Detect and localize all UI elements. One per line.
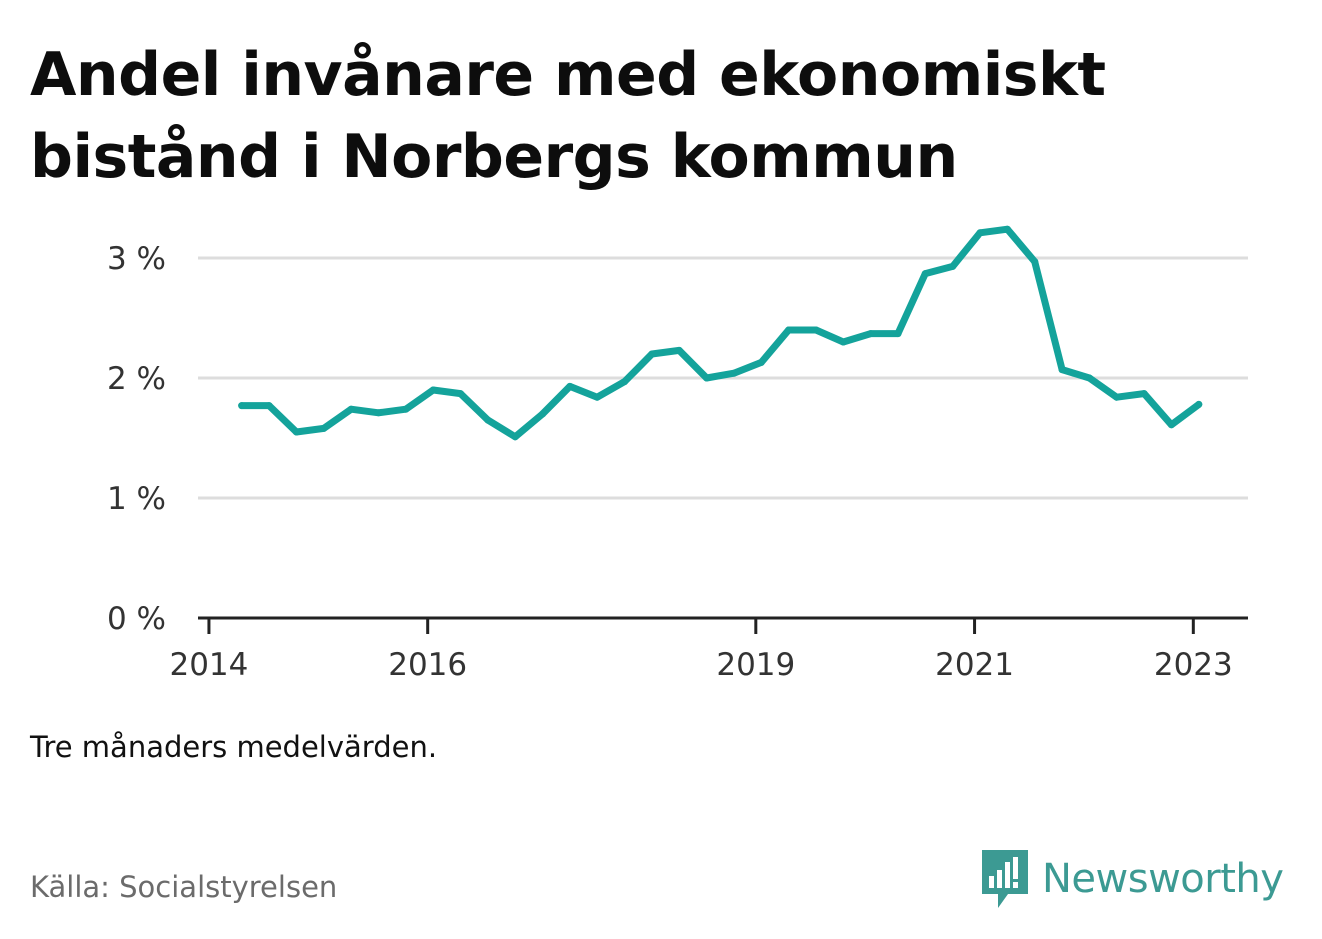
data-point: [402, 405, 410, 413]
data-point: [730, 369, 738, 377]
x-tick-label: 2023: [1154, 647, 1233, 683]
chart-note: Tre månaders medelvärden.: [30, 730, 438, 764]
y-tick-label: 1 %: [107, 481, 166, 517]
x-tick-label: 2021: [935, 647, 1014, 683]
series-line: [238, 225, 1203, 441]
x-tick-label: 2019: [716, 647, 795, 683]
data-point: [265, 402, 273, 410]
y-tick-label: 2 %: [107, 361, 166, 397]
data-point: [320, 424, 328, 432]
data-point: [949, 262, 957, 270]
data-point: [1058, 366, 1066, 374]
source-text: Källa: Socialstyrelsen: [30, 870, 338, 904]
data-point: [511, 433, 519, 441]
data-point: [1031, 258, 1039, 266]
data-point: [566, 382, 574, 390]
x-tick-label: 2014: [169, 647, 248, 683]
data-point: [785, 326, 793, 334]
data-point: [1195, 400, 1203, 408]
data-point: [457, 390, 464, 398]
data-point: [812, 326, 820, 334]
data-point: [292, 428, 300, 436]
data-point: [894, 330, 902, 338]
data-point: [1113, 393, 1121, 401]
data-point: [1167, 421, 1175, 429]
data-point: [347, 405, 355, 413]
x-axis: [198, 616, 1248, 634]
y-axis-labels: 0 % 1 % 2 % 3 %: [107, 241, 166, 637]
data-point: [621, 378, 629, 386]
chart-title: Andel invånare med ekonomiskt bistånd i …: [30, 40, 1106, 192]
data-point: [1140, 390, 1148, 398]
data-point: [539, 410, 546, 418]
data-point: [867, 330, 875, 338]
data-point: [1085, 374, 1093, 382]
data-point: [484, 416, 492, 424]
newsworthy-logo-icon: [982, 850, 1028, 908]
data-point: [375, 409, 382, 417]
data-point: [648, 350, 656, 358]
data-point: [921, 270, 929, 278]
x-axis-labels: 2014 2016 2019 2021 2023: [169, 647, 1232, 683]
newsworthy-logo[interactable]: Newsworthy: [980, 848, 1284, 910]
brand-name: Newsworthy: [1042, 856, 1284, 902]
data-point: [238, 402, 246, 410]
data-point: [839, 338, 847, 346]
data-point: [593, 393, 601, 401]
data-point: [675, 346, 683, 354]
data-point: [429, 386, 437, 394]
y-tick-label: 0 %: [107, 601, 166, 637]
x-tick-label: 2016: [388, 647, 467, 683]
data-point: [1003, 225, 1011, 233]
data-point: [976, 229, 984, 237]
y-tick-label: 3 %: [107, 241, 166, 277]
data-point: [757, 358, 765, 366]
data-series: [238, 225, 1203, 441]
data-point: [703, 374, 711, 382]
